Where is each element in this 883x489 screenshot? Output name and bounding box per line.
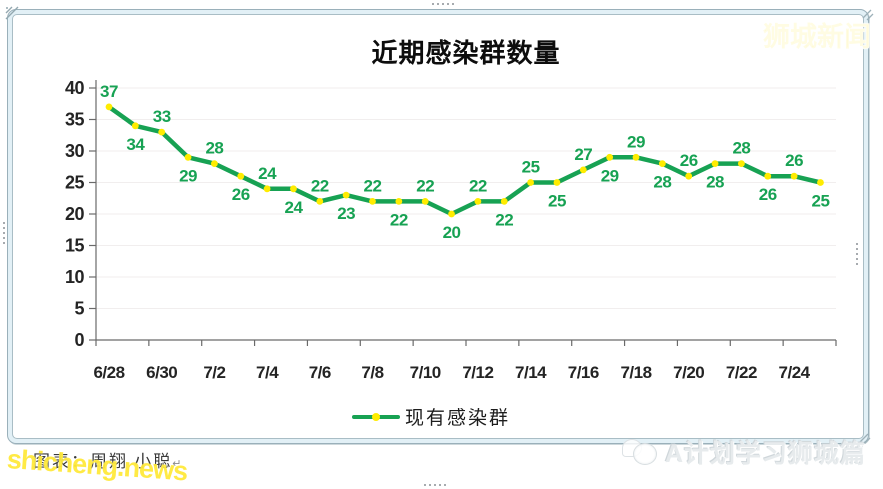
chart-title: 近期感染群数量 xyxy=(371,38,561,68)
credit-label: 图表：周翔 小聪 xyxy=(33,452,173,471)
svg-text:7/14: 7/14 xyxy=(515,363,547,382)
drag-handle-left-icon[interactable] xyxy=(3,222,5,244)
chart-credit-text: 图表：周翔 小聪↵ xyxy=(33,447,181,472)
drag-handle-top-icon[interactable] xyxy=(432,3,454,5)
svg-text:22: 22 xyxy=(311,176,329,195)
paragraph-mark-icon: ↵ xyxy=(172,458,182,470)
legend-marker-dot-icon xyxy=(372,412,380,421)
svg-text:7/8: 7/8 xyxy=(361,363,383,382)
svg-text:25: 25 xyxy=(65,173,85,193)
svg-text:29: 29 xyxy=(627,132,645,151)
svg-text:7/6: 7/6 xyxy=(309,363,331,382)
svg-text:7/20: 7/20 xyxy=(673,363,704,382)
channel-name-text: A计划学习狮城篇 xyxy=(665,440,867,468)
svg-text:10: 10 xyxy=(65,267,85,287)
svg-text:6/28: 6/28 xyxy=(93,363,124,382)
svg-text:22: 22 xyxy=(364,176,382,195)
chart-frame-inner xyxy=(12,14,864,439)
svg-text:7/4: 7/4 xyxy=(256,363,279,382)
drag-handle-right-icon[interactable] xyxy=(856,243,858,265)
chart-frame[interactable] xyxy=(7,9,869,444)
svg-text:29: 29 xyxy=(179,166,197,185)
svg-text:7/2: 7/2 xyxy=(203,363,225,382)
channel-watermark: A计划学习狮城篇 xyxy=(622,434,866,470)
svg-text:26: 26 xyxy=(680,151,698,170)
svg-text:7/10: 7/10 xyxy=(410,363,441,382)
svg-text:7/24: 7/24 xyxy=(779,363,811,382)
svg-text:30: 30 xyxy=(65,141,85,161)
svg-text:24: 24 xyxy=(284,198,303,217)
svg-text:23: 23 xyxy=(337,204,355,223)
svg-text:6/30: 6/30 xyxy=(146,363,177,382)
svg-text:28: 28 xyxy=(205,139,223,158)
svg-text:34: 34 xyxy=(126,135,145,154)
svg-text:20: 20 xyxy=(443,223,461,242)
svg-text:25: 25 xyxy=(811,192,829,211)
svg-text:27: 27 xyxy=(574,145,592,164)
legend-series-label: 现有感染群 xyxy=(405,407,511,429)
channel-logo-icon xyxy=(622,437,658,467)
svg-text:37: 37 xyxy=(100,82,118,101)
svg-text:25: 25 xyxy=(522,158,540,177)
svg-text:35: 35 xyxy=(65,110,85,130)
svg-text:40: 40 xyxy=(65,78,85,98)
svg-text:22: 22 xyxy=(469,176,487,195)
svg-text:7/12: 7/12 xyxy=(462,363,493,382)
legend-line-swatch xyxy=(352,412,400,421)
svg-text:7/18: 7/18 xyxy=(620,363,651,382)
svg-text:7/22: 7/22 xyxy=(726,363,757,382)
site-logo: 狮城新闻 xyxy=(763,22,872,53)
svg-text:7/16: 7/16 xyxy=(568,363,599,382)
svg-text:26: 26 xyxy=(785,151,803,170)
svg-text:22: 22 xyxy=(416,176,434,195)
svg-text:22: 22 xyxy=(390,210,408,229)
svg-text:29: 29 xyxy=(601,166,619,185)
svg-text:15: 15 xyxy=(65,236,85,256)
svg-text:28: 28 xyxy=(732,139,750,158)
svg-text:24: 24 xyxy=(258,164,277,183)
svg-text:26: 26 xyxy=(232,185,250,204)
svg-text:33: 33 xyxy=(153,107,171,126)
svg-text:20: 20 xyxy=(65,204,85,224)
svg-text:22: 22 xyxy=(495,210,513,229)
chart-legend: 现有感染群 xyxy=(352,403,510,430)
svg-text:28: 28 xyxy=(706,173,724,192)
svg-text:25: 25 xyxy=(548,192,566,211)
svg-text:0: 0 xyxy=(74,330,84,350)
svg-text:26: 26 xyxy=(759,185,777,204)
drag-handle-bottom-icon[interactable] xyxy=(424,484,446,486)
svg-text:28: 28 xyxy=(653,173,671,192)
svg-text:5: 5 xyxy=(74,299,84,319)
